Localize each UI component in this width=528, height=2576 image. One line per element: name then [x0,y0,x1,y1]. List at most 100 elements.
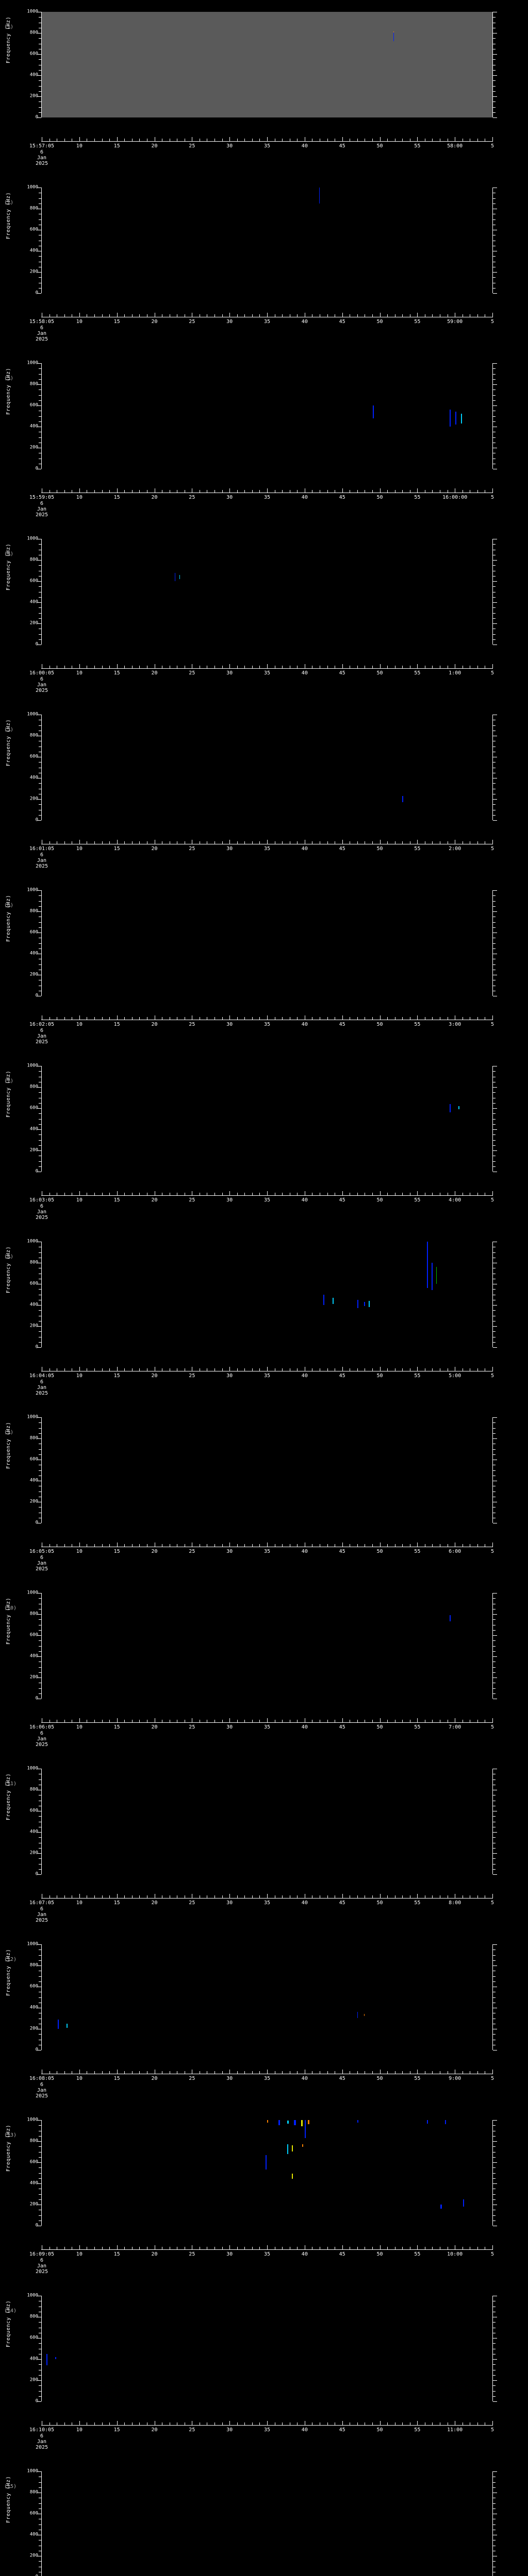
x-tick-label: 50 [376,1197,383,1203]
x-tick-label: 16:10:05 [29,2427,55,2433]
y-tick [493,1166,496,1167]
x-tick-label: 6:00 [449,1549,461,1554]
plot-area[interactable] [42,2120,492,2226]
x-tick-minor [109,2247,110,2249]
y-tick [39,38,41,39]
x-tick-label: 20 [151,143,158,149]
x-tick-minor [252,2247,253,2249]
plot-area[interactable] [42,890,492,996]
x-tick-minor [131,1017,133,1020]
y-tick [493,17,496,18]
x-tick-label: 35 [263,670,271,676]
x-tick [267,840,268,844]
plot-area[interactable] [42,1417,492,1523]
x-tick-minor [102,841,103,844]
x-tick-label: 20 [151,2251,158,2257]
plot-area[interactable] [42,715,492,820]
detection-mark [427,1242,428,1289]
y-tick [493,623,497,624]
x-tick [380,1718,381,1722]
x-tick-minor [477,490,478,493]
date-label: 6 Jan 2025 [36,1555,48,1572]
y-tick-label: 800 [29,2138,38,2144]
y-tick-labels: 1000 800 600 400 200 0 [0,185,38,295]
y-tick-label: 400 [29,2005,38,2010]
plot-area[interactable] [42,2296,492,2401]
x-tick-minor [259,1193,260,1195]
date-label-line: Jan [37,682,47,688]
x-tick-label: 30 [226,2251,233,2257]
x-tick-minor [477,666,478,668]
x-tick-label: 10 [76,1549,82,1554]
y-tick-label: 0 [35,466,38,471]
y-tick [39,2178,41,2179]
plot-area[interactable] [42,1066,492,1172]
x-tick-label: 30 [226,1197,233,1203]
x-tick-minor [252,2422,253,2425]
x-tick-label: 10 [76,1900,82,1906]
x-tick-minor [131,1193,133,1195]
x-tick-minor [64,2247,65,2249]
detection-mark [393,31,394,32]
y-tick [493,2157,496,2158]
plot-area[interactable] [42,539,492,645]
x-tick-minor [477,1720,478,1722]
y-tick-label: 200 [29,2201,38,2207]
y-tick-label: 800 [29,1787,38,1792]
x-tick-label: 20 [151,1373,158,1379]
plot-area[interactable] [42,363,492,469]
x-tick-label: 30 [226,846,233,852]
y-tick [493,890,497,891]
y-tick [39,1837,41,1838]
y-tick-label: 200 [29,1323,38,1329]
y-tick-labels: 1000 800 600 400 200 0 [0,2117,38,2228]
x-tick-label: 25 [189,846,195,852]
date-label-line: 6 [40,1204,44,1209]
y-tick [39,70,41,71]
x-tick-minor [102,2247,103,2249]
y-tick [39,2173,41,2174]
y-tick [37,293,41,294]
x-tick-minor [372,1193,373,1195]
y-tick [493,1145,496,1146]
y-tick-labels: 1000 800 600 400 200 0 [0,1063,38,1174]
x-tick [380,313,381,317]
x-tick-label: 10 [76,670,82,676]
x-tick-minor [109,1368,110,1371]
x-tick-minor [124,2422,125,2425]
plot-area[interactable] [42,1769,492,1874]
y-tick-labels: 1000 800 600 400 200 0 [0,2293,38,2403]
plot-area[interactable] [42,1242,492,1347]
plot-area[interactable] [42,1593,492,1699]
plot-area[interactable] [42,188,492,293]
x-tick-label: 15 [113,319,120,325]
x-tick-minor [372,2071,373,2074]
y-tick [493,1853,497,1854]
date-label-line: 6 [40,676,44,682]
x-tick-minor [64,841,65,844]
y-tick-label: 0 [35,1344,38,1350]
y-tick [493,1955,496,1956]
detection-mark [445,2120,447,2125]
y-tick [39,1071,41,1072]
y-tick [493,602,497,603]
x-tick-label: 10 [76,143,82,149]
y-tick [493,1667,496,1668]
y-tick-label: 200 [29,620,38,626]
x-tick [267,1015,268,1020]
y-tick [39,1428,41,1429]
detection-mark [364,2014,365,2016]
x-tick-minor [237,1720,238,1722]
x-tick-minor [297,2247,298,2249]
y-tick [493,112,496,113]
plot-area[interactable] [42,1944,492,2050]
plot-area[interactable] [42,2471,492,2576]
x-tick-minor [102,1368,103,1371]
plot-area[interactable] [42,12,492,117]
x-tick-minor [109,1895,110,1898]
y-tick [39,1816,41,1817]
x-tick-minor [109,314,110,317]
x-tick-label: 15 [113,2076,120,2081]
x-tick-label: 35 [263,319,271,325]
y-tick-label: 600 [29,1632,38,1638]
